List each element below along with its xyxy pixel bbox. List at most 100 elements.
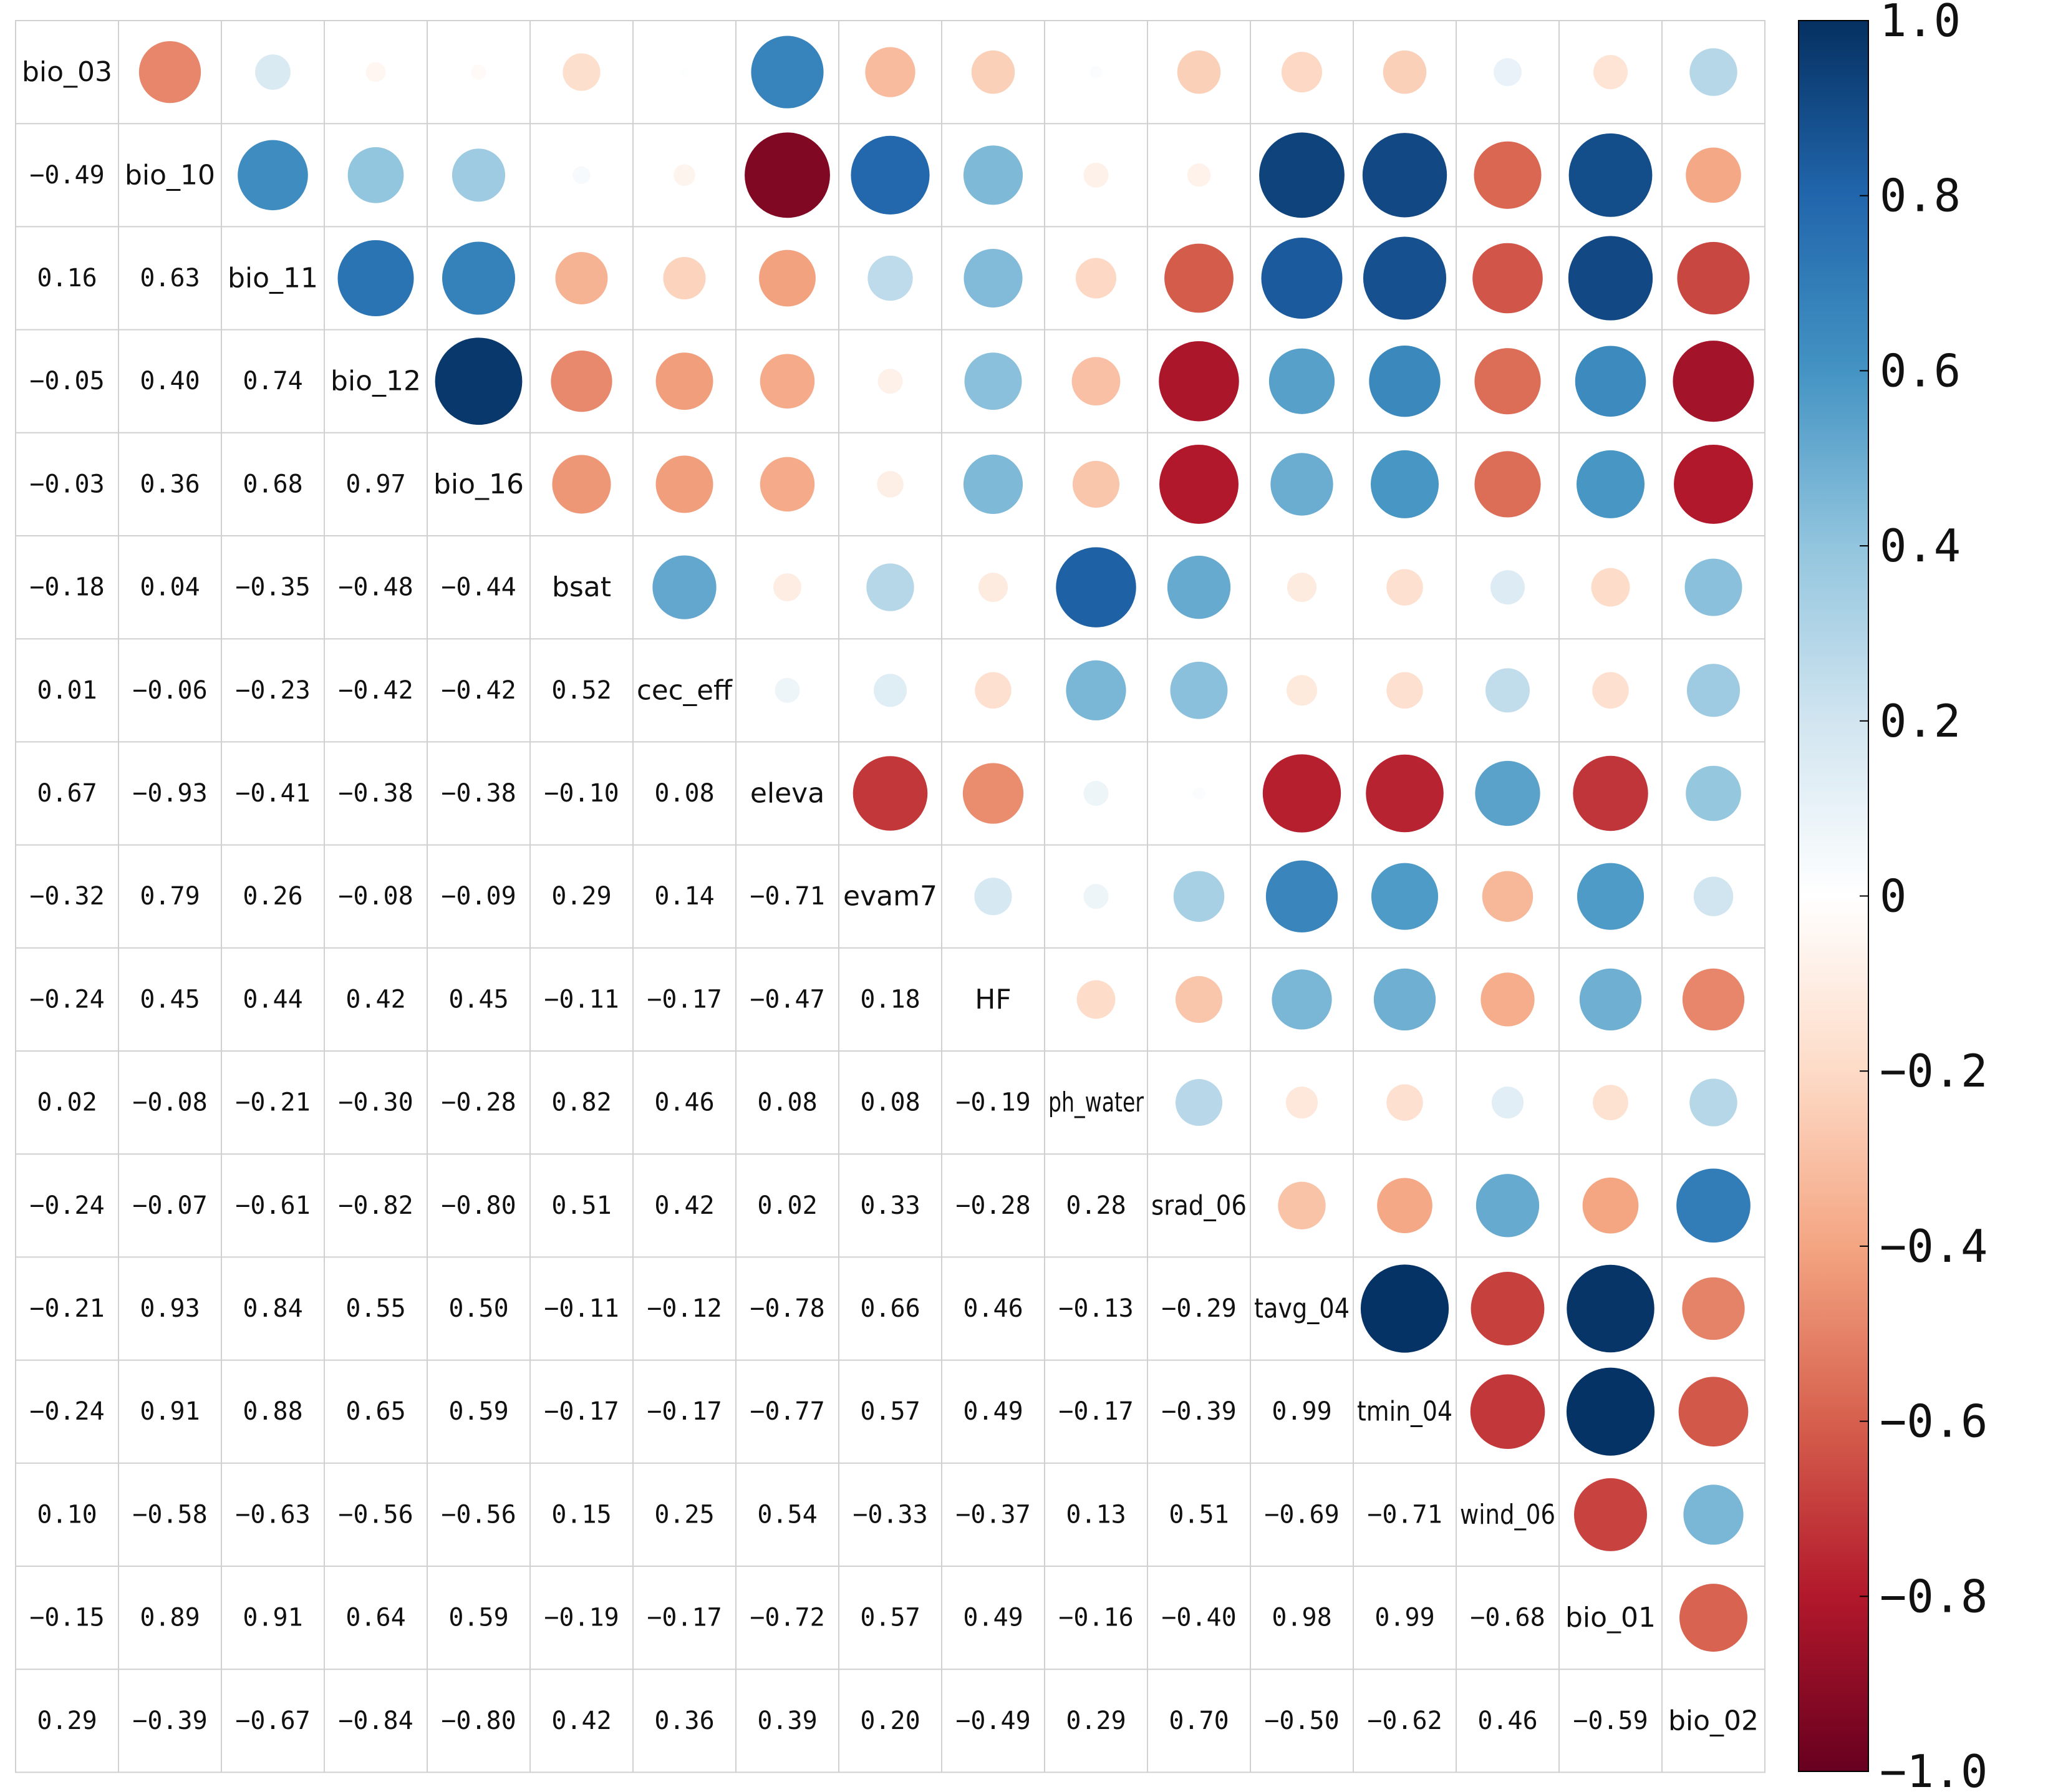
correlation-circle xyxy=(1577,450,1645,518)
correlation-circle xyxy=(337,240,414,317)
colorbar-tick-label: 0.8 xyxy=(1880,170,1961,222)
coefficient-label: −0.37 xyxy=(955,1500,1030,1529)
correlation-circle xyxy=(1287,573,1317,603)
variable-label: cec_eff xyxy=(637,674,733,706)
correlation-circle xyxy=(1272,969,1332,1030)
correlation-circle xyxy=(1285,1087,1318,1119)
colorbar-tick-label: −0.2 xyxy=(1880,1045,1988,1097)
variable-label: bio_01 xyxy=(1565,1602,1656,1634)
coefficient-label: −0.72 xyxy=(750,1604,824,1632)
correlation-circle xyxy=(1170,661,1228,719)
coefficient-label: −0.84 xyxy=(338,1707,413,1735)
coefficient-label: −0.21 xyxy=(29,1294,104,1323)
correlation-circle xyxy=(853,756,928,831)
coefficient-label: 0.42 xyxy=(345,985,405,1014)
coefficient-label: 0.51 xyxy=(1169,1500,1229,1529)
coefficient-label: 0.10 xyxy=(37,1500,97,1529)
matrix-frame xyxy=(15,20,1765,1773)
coefficient-label: 0.91 xyxy=(243,1604,302,1632)
coefficient-label: 0.02 xyxy=(37,1088,97,1117)
coefficient-label: −0.30 xyxy=(338,1088,413,1117)
coefficient-label: −0.21 xyxy=(235,1088,310,1117)
coefficient-label: 0.89 xyxy=(140,1604,200,1632)
coefficient-label: 0.14 xyxy=(654,882,714,911)
coefficient-label: 0.40 xyxy=(140,367,200,395)
coefficient-label: −0.33 xyxy=(853,1500,927,1529)
coefficient-label: 0.29 xyxy=(1066,1707,1126,1735)
coefficient-label: −0.48 xyxy=(338,573,413,602)
colorbar-tick-label: −0.8 xyxy=(1880,1570,1988,1622)
coefficient-label: 0.45 xyxy=(140,985,200,1014)
colorbar-tick-label: 1.0 xyxy=(1880,0,1961,47)
coefficient-label: −0.82 xyxy=(338,1191,413,1220)
coefficient-label: −0.59 xyxy=(1573,1707,1648,1735)
coefficient-label: 0.46 xyxy=(654,1088,714,1117)
coefficient-label: −0.06 xyxy=(132,676,207,705)
coefficient-label: −0.24 xyxy=(29,985,104,1014)
correlation-circle xyxy=(1582,1177,1639,1234)
correlation-circle xyxy=(572,166,591,184)
variable-label: bio_11 xyxy=(228,263,318,294)
correlation-circle xyxy=(1362,133,1447,218)
correlation-circle xyxy=(1083,162,1109,188)
coefficient-label: 0.36 xyxy=(654,1707,714,1735)
coefficient-label: −0.49 xyxy=(29,161,104,190)
correlation-circle xyxy=(1076,980,1116,1019)
correlation-circle xyxy=(964,352,1022,410)
correlation-circle xyxy=(775,677,800,703)
correlation-circle xyxy=(1369,346,1441,417)
correlation-circle xyxy=(1072,460,1120,508)
coefficient-label: 0.82 xyxy=(551,1088,611,1117)
correlation-circle xyxy=(1568,236,1653,321)
colorbar-tick-label: 0 xyxy=(1880,870,1906,923)
correlation-circle xyxy=(1689,48,1737,96)
coefficient-label: 0.08 xyxy=(757,1088,817,1117)
correlation-circle xyxy=(1491,1087,1524,1119)
coefficient-label: −0.11 xyxy=(544,985,619,1014)
coefficient-label: 0.55 xyxy=(345,1294,405,1323)
correlation-circle xyxy=(873,674,907,707)
correlation-circle xyxy=(1474,141,1542,209)
coefficient-label: −0.39 xyxy=(1161,1397,1236,1426)
correlation-circle xyxy=(1164,243,1234,313)
coefficient-label: 0.13 xyxy=(1066,1500,1126,1529)
coefficient-label: −0.17 xyxy=(647,985,722,1014)
coefficient-label: 0.68 xyxy=(243,470,302,498)
coefficient-label: −0.62 xyxy=(1367,1707,1442,1735)
correlation-circle xyxy=(1173,871,1225,922)
correlation-circle xyxy=(1593,55,1628,90)
variable-label: HF xyxy=(975,984,1011,1015)
coefficient-label: −0.67 xyxy=(235,1707,310,1735)
variable-label: bio_10 xyxy=(125,159,215,191)
correlation-circle xyxy=(1261,237,1343,319)
correlation-circle xyxy=(974,878,1012,916)
coefficient-label: 0.84 xyxy=(243,1294,302,1323)
coefficient-label: 0.18 xyxy=(860,985,920,1014)
correlation-circle xyxy=(1470,1374,1545,1449)
coefficient-label: −0.17 xyxy=(1058,1397,1133,1426)
colorbar-tick-label: −0.4 xyxy=(1880,1220,1988,1272)
coefficient-label: 0.70 xyxy=(1169,1707,1229,1735)
coefficient-label: 0.29 xyxy=(551,882,611,911)
correlation-circle xyxy=(347,147,404,203)
correlation-circle xyxy=(452,148,506,202)
coefficient-label: 0.04 xyxy=(140,573,200,602)
correlation-circle xyxy=(1075,258,1117,299)
correlation-circle xyxy=(1686,765,1741,821)
coefficient-label: −0.17 xyxy=(544,1397,619,1426)
correlation-circle xyxy=(1579,968,1642,1031)
correlation-circle xyxy=(1259,132,1345,218)
correlation-circle xyxy=(1693,876,1734,916)
coefficient-label: 0.57 xyxy=(860,1397,920,1426)
correlation-circle xyxy=(1686,147,1741,203)
correlation-circle xyxy=(1386,569,1423,606)
coefficient-label: 0.93 xyxy=(140,1294,200,1323)
variable-label: bio_12 xyxy=(331,366,421,397)
correlation-circle xyxy=(1686,664,1741,717)
correlation-circle xyxy=(760,354,815,409)
correlation-circle xyxy=(1472,243,1543,314)
correlation-circle xyxy=(751,36,824,109)
coefficient-label: −0.80 xyxy=(441,1191,516,1220)
colorbar-tick-label: 0.6 xyxy=(1880,344,1961,397)
coefficient-label: 0.65 xyxy=(345,1397,405,1426)
